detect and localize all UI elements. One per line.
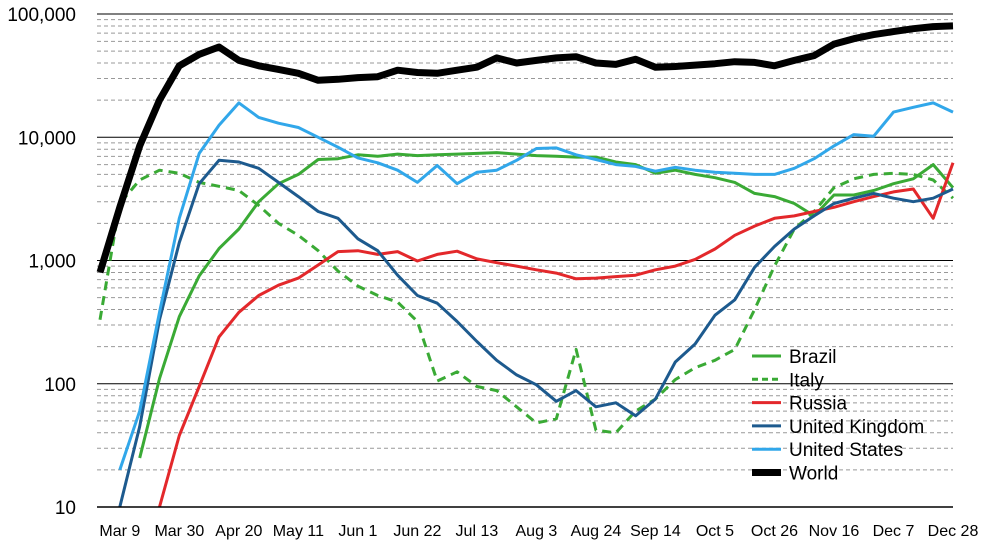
x-tick-label: Sep 14	[630, 523, 681, 540]
y-tick-label: 100	[44, 375, 76, 396]
x-tick-label: Oct 26	[751, 523, 798, 540]
y-tick-label: 10	[55, 498, 76, 519]
x-tick-label: Jul 13	[456, 523, 499, 540]
legend-label-world: World	[789, 464, 838, 485]
series-line-united-states	[118, 101, 954, 471]
series-line-world	[96, 22, 954, 274]
series-line-united-kingdom	[118, 158, 954, 508]
x-tick-label: Mar 30	[154, 523, 204, 540]
y-axis-tick-labels: 10 100 1,000 10,000 100,000	[7, 5, 76, 519]
x-tick-label: Aug 24	[571, 523, 622, 540]
legend-label-italy: Italy	[789, 370, 824, 391]
x-tick-label: Dec 7	[873, 523, 915, 540]
x-tick-label: May 11	[273, 523, 324, 540]
y-tick-label: 1,000	[28, 252, 76, 273]
y-tick-label: 10,000	[18, 128, 76, 149]
x-tick-label: Jun 22	[393, 523, 441, 540]
y-tick-label: 100,000	[7, 5, 76, 26]
x-tick-label: Oct 5	[696, 523, 734, 540]
x-tick-label: Apr 20	[215, 523, 262, 540]
series-lines	[96, 22, 955, 508]
x-tick-label: Jun 1	[338, 523, 377, 540]
legend-label-russia: Russia	[789, 394, 848, 415]
legend-label-united-kingdom: United Kingdom	[789, 417, 924, 438]
x-axis-tick-labels: Mar 9 Mar 30 Apr 20 May 11 Jun 1 Jun 22 Jul 13…	[99, 523, 978, 540]
x-tick-label: Aug 3	[516, 523, 558, 540]
x-tick-label: Dec 28	[928, 523, 979, 540]
series-line-italy	[98, 168, 955, 435]
x-tick-label: Mar 9	[99, 523, 140, 540]
legend-label-united-states: United States	[789, 440, 903, 461]
x-tick-label: Nov 16	[809, 523, 860, 540]
legend-label-brazil: Brazil	[789, 347, 837, 368]
